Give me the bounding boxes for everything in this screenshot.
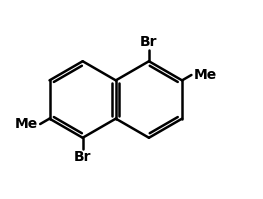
Text: Me: Me xyxy=(15,117,38,131)
Text: Br: Br xyxy=(74,149,92,164)
Text: Br: Br xyxy=(140,35,158,50)
Text: Me: Me xyxy=(193,68,217,82)
